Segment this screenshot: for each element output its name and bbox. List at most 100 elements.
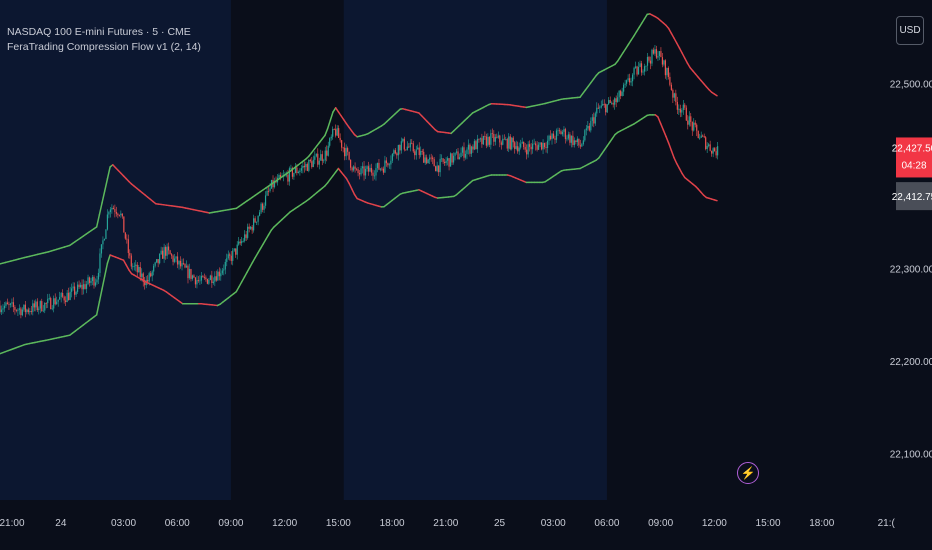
candle-body xyxy=(672,89,674,98)
candle-body xyxy=(614,98,616,105)
candle-body xyxy=(90,281,92,283)
candle-body xyxy=(606,104,608,113)
candle-body xyxy=(47,298,49,304)
candle-body xyxy=(443,161,446,163)
candle-body xyxy=(108,212,110,215)
candle-body xyxy=(129,252,131,256)
candle-body xyxy=(684,104,686,108)
indicator-title[interactable]: FeraTrading Compression Flow v1 (2, 14) xyxy=(7,41,201,53)
candle-body xyxy=(414,151,416,156)
candle-body xyxy=(454,152,456,156)
upper-band-segment xyxy=(643,13,648,20)
candle-body xyxy=(109,209,112,213)
candle-body xyxy=(493,133,495,142)
candle-body xyxy=(6,302,9,305)
candle-body xyxy=(569,134,571,143)
candle-body xyxy=(226,258,228,262)
candle-body xyxy=(658,51,661,57)
candle-body xyxy=(576,138,578,143)
candle-body xyxy=(335,129,337,136)
candle-body xyxy=(293,172,295,177)
candle-body xyxy=(62,292,64,297)
candle-body xyxy=(329,138,331,146)
candle-body xyxy=(532,143,534,150)
candle-body xyxy=(705,137,707,150)
candle-body xyxy=(333,128,335,130)
candle-body xyxy=(363,166,365,176)
upper-band-segment xyxy=(326,119,332,130)
candle-body xyxy=(699,137,701,139)
candle-body xyxy=(463,147,465,158)
candle-body xyxy=(645,65,647,67)
candle-body xyxy=(478,138,480,140)
lower-band-segment xyxy=(603,145,608,151)
lightning-bolt-icon[interactable]: ⚡ xyxy=(737,462,759,484)
candle-body xyxy=(105,229,107,240)
candle-body xyxy=(615,98,617,102)
candle-body xyxy=(612,102,614,105)
candle-body xyxy=(144,282,146,286)
y-tick-label: 22,200.00 xyxy=(890,357,932,368)
candle-body xyxy=(687,120,689,125)
upper-band-segment xyxy=(713,93,718,97)
lower-band-segment xyxy=(665,135,670,144)
candle-body xyxy=(430,157,432,159)
candle-body xyxy=(524,147,526,150)
candle-body xyxy=(358,173,361,175)
candle-body xyxy=(197,280,200,281)
candle-body xyxy=(482,135,484,145)
candle-body xyxy=(91,277,94,282)
candle-body xyxy=(588,125,590,131)
candle-body xyxy=(399,144,401,151)
candle-body xyxy=(617,97,619,102)
candle-body xyxy=(300,168,302,171)
candle-body xyxy=(9,303,12,305)
candle-body xyxy=(184,263,186,268)
candle-body xyxy=(258,212,261,216)
x-tick-label: 25 xyxy=(494,518,506,529)
candle-body xyxy=(476,138,479,150)
lower-band-segment xyxy=(713,199,718,202)
candle-body xyxy=(388,164,390,166)
candle-body xyxy=(273,180,276,188)
upper-band-segment xyxy=(622,47,627,54)
lower-band-segment xyxy=(351,188,356,196)
candle-body xyxy=(260,203,262,213)
candle-body xyxy=(412,143,414,152)
lower-band-segment xyxy=(267,229,272,236)
candle-body xyxy=(382,168,385,173)
candle-body xyxy=(666,68,668,76)
candle-body xyxy=(350,159,352,168)
candle-body xyxy=(241,241,243,244)
x-tick-label: 03:00 xyxy=(541,518,566,529)
candle-body xyxy=(142,273,144,283)
upper-band-segment xyxy=(345,122,350,129)
candle-body xyxy=(497,135,499,138)
upper-band-segment xyxy=(332,107,337,113)
candle-body xyxy=(23,304,25,310)
candle-body xyxy=(660,51,662,58)
lower-band-segment xyxy=(240,276,246,283)
candle-body xyxy=(709,144,711,151)
candle-body xyxy=(230,255,232,261)
candle-body xyxy=(460,152,462,158)
candle-body xyxy=(79,284,82,288)
candle-body xyxy=(633,67,635,75)
candle-body xyxy=(169,250,171,255)
candle-body xyxy=(433,159,435,167)
candle-body xyxy=(305,163,307,168)
candle-body xyxy=(630,81,632,83)
candle-body xyxy=(530,146,532,150)
candle-body xyxy=(455,151,458,153)
candle-body xyxy=(479,138,482,140)
candle-body xyxy=(696,124,698,131)
candle-body xyxy=(587,125,589,129)
x-tick-label: 15:00 xyxy=(326,518,351,529)
candle-body xyxy=(514,142,516,149)
candle-body xyxy=(348,151,350,160)
candle-body xyxy=(594,113,596,124)
currency-button[interactable]: USD xyxy=(896,16,924,45)
candle-body xyxy=(496,136,498,138)
candle-body xyxy=(481,138,483,145)
